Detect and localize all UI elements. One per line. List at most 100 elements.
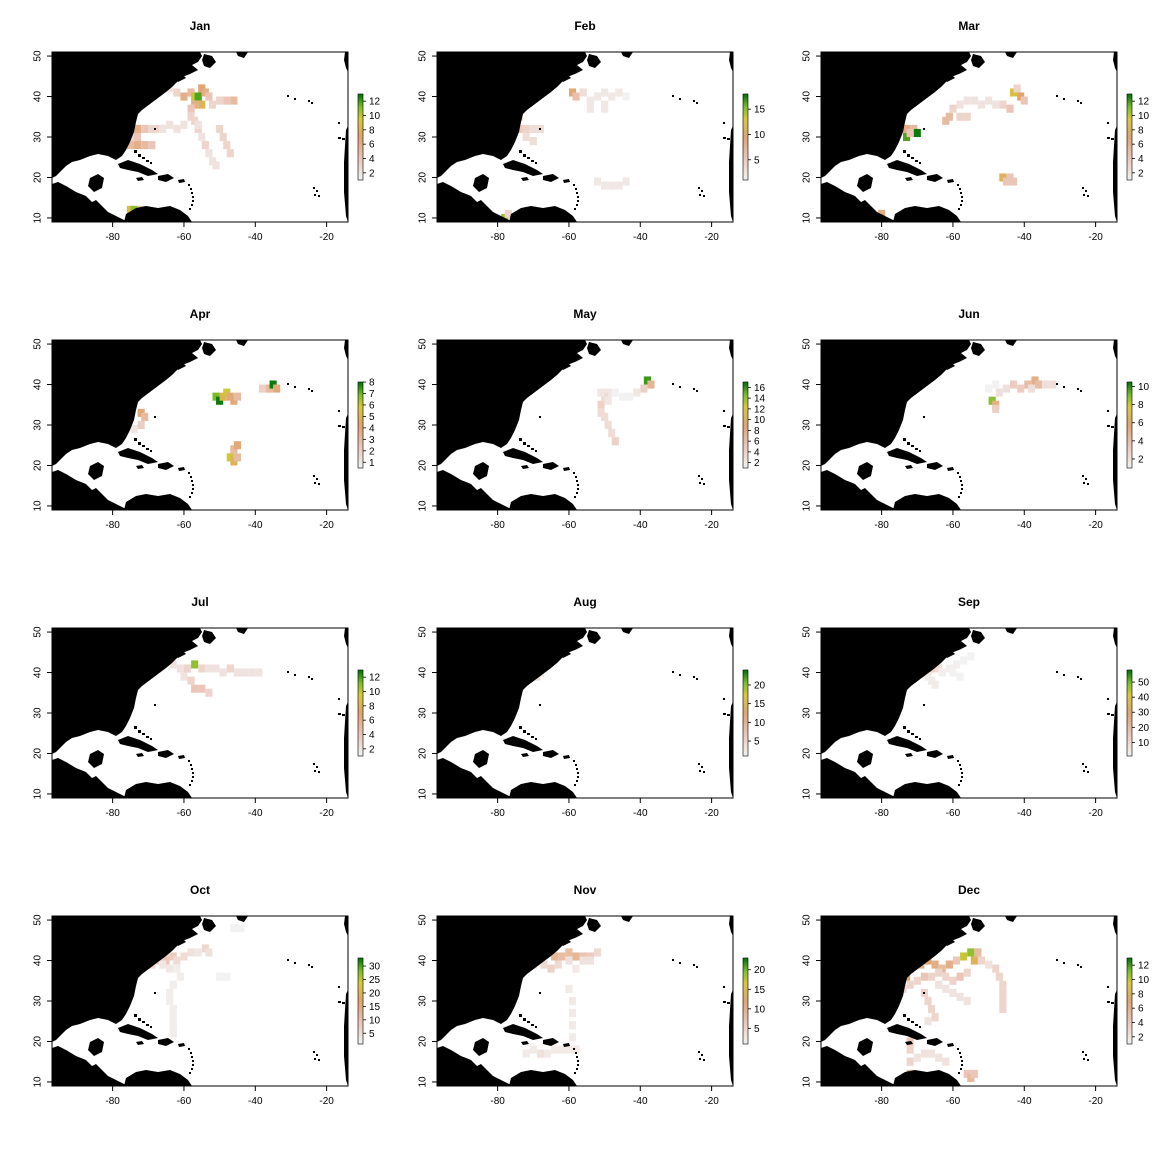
legend-swatch [358,672,363,675]
heat-cell [601,104,609,113]
legend-swatch [743,388,748,392]
legend-swatch [1127,450,1132,454]
legend-swatch [1127,392,1132,396]
legend-swatch [743,461,748,465]
legend-swatch [358,427,363,430]
legend-frame [742,669,749,757]
legend-tick-label: 15 [754,985,766,996]
heat-cell [949,988,957,997]
y-tick-label: 20 [418,747,429,759]
legend-swatch [1127,1031,1132,1034]
legend-swatch [743,175,748,179]
x-tick-label: -40 [1017,520,1032,531]
legend-swatch [743,452,748,456]
legend-swatch [743,109,748,112]
legend-swatch [1127,719,1132,723]
heat-cell [223,972,231,981]
heat-cell [187,676,195,685]
heat-cell [906,1057,914,1066]
legend-swatch [1127,429,1132,432]
legend-swatch [1127,425,1132,428]
legend-swatch [358,440,363,443]
legend-swatch [358,975,363,978]
heat-cell [579,956,587,965]
legend-swatch [358,732,363,735]
legend-swatch [358,119,363,123]
legend-swatch [743,158,748,162]
heat-cell [522,132,530,142]
legend-tick-label: 12 [754,404,766,415]
legend-swatch [358,452,363,456]
heat-cell [169,952,177,961]
legend-swatch [743,1024,748,1028]
heat-cell [985,384,993,393]
legend-tick-label: 6 [369,400,375,411]
heat-cell [622,177,630,186]
legend-swatch [743,390,748,394]
heat-cell [622,92,630,101]
legend-swatch [1127,455,1132,458]
legend-swatch [358,1001,363,1004]
legend-tick-label: 10 [369,1015,381,1026]
legend-swatch [743,143,748,147]
legend-swatch [1127,745,1132,748]
legend-swatch [1127,732,1132,735]
panel-title: Jan [190,19,211,33]
y-tick-label: 10 [33,788,44,800]
legend-swatch [358,996,363,1000]
heat-cell [945,112,953,121]
legend-swatch [1127,751,1132,755]
legend-swatch [1127,446,1132,450]
legend-swatch [1127,130,1132,134]
legend-swatch [1127,1033,1132,1036]
legend-swatch [1127,968,1132,972]
legend-swatch [743,104,748,108]
legend-swatch [743,670,748,673]
legend-swatch [743,173,748,177]
legend-swatch [358,994,363,998]
legend-swatch [1127,102,1132,106]
legend-swatch [743,113,748,116]
legend-frame [357,957,364,1045]
heat-cell [255,668,263,677]
heat-cell [586,956,594,965]
legend-swatch [743,964,748,968]
heat-cell [1024,380,1032,389]
legend-swatch [358,695,363,699]
heat-cell [226,149,234,158]
heat-cell [216,972,224,981]
legend-swatch [358,167,363,170]
heat-cell [529,124,537,133]
y-tick-label: 40 [802,955,813,967]
heat-cell [230,445,238,454]
legend-swatch [743,966,748,970]
legend-swatch [358,979,363,983]
legend-tick-label: 1 [369,458,375,469]
legend-tick-label: 5 [369,1029,375,1040]
legend-swatch [1127,154,1132,157]
legend-swatch [743,420,748,424]
legend-swatch [358,397,363,400]
legend-tick-label: 15 [754,105,766,116]
heat-cell [643,376,651,385]
legend-swatch [743,687,748,690]
legend-swatch [743,747,748,751]
legend-swatch [358,149,363,153]
legend-swatch [743,382,748,385]
x-tick-label: -40 [248,1096,263,1107]
heat-cell [176,664,184,673]
map-area [52,916,348,1086]
legend-swatch [1127,975,1132,978]
panel-jul: Jul -80 -60 -40 -20 10 20 30 40 50 2 4 6 8 10 12 [33,595,381,819]
x-tick-label: -80 [490,520,505,531]
legend-swatch [1127,465,1132,469]
x-tick-label: -20 [704,808,719,819]
legend-swatch [358,977,363,980]
legend-swatch [358,115,363,119]
x-tick-label: -60 [177,808,192,819]
legend-swatch [743,693,748,697]
legend-tick-label: 3 [369,435,375,446]
legend-swatch [743,167,748,170]
